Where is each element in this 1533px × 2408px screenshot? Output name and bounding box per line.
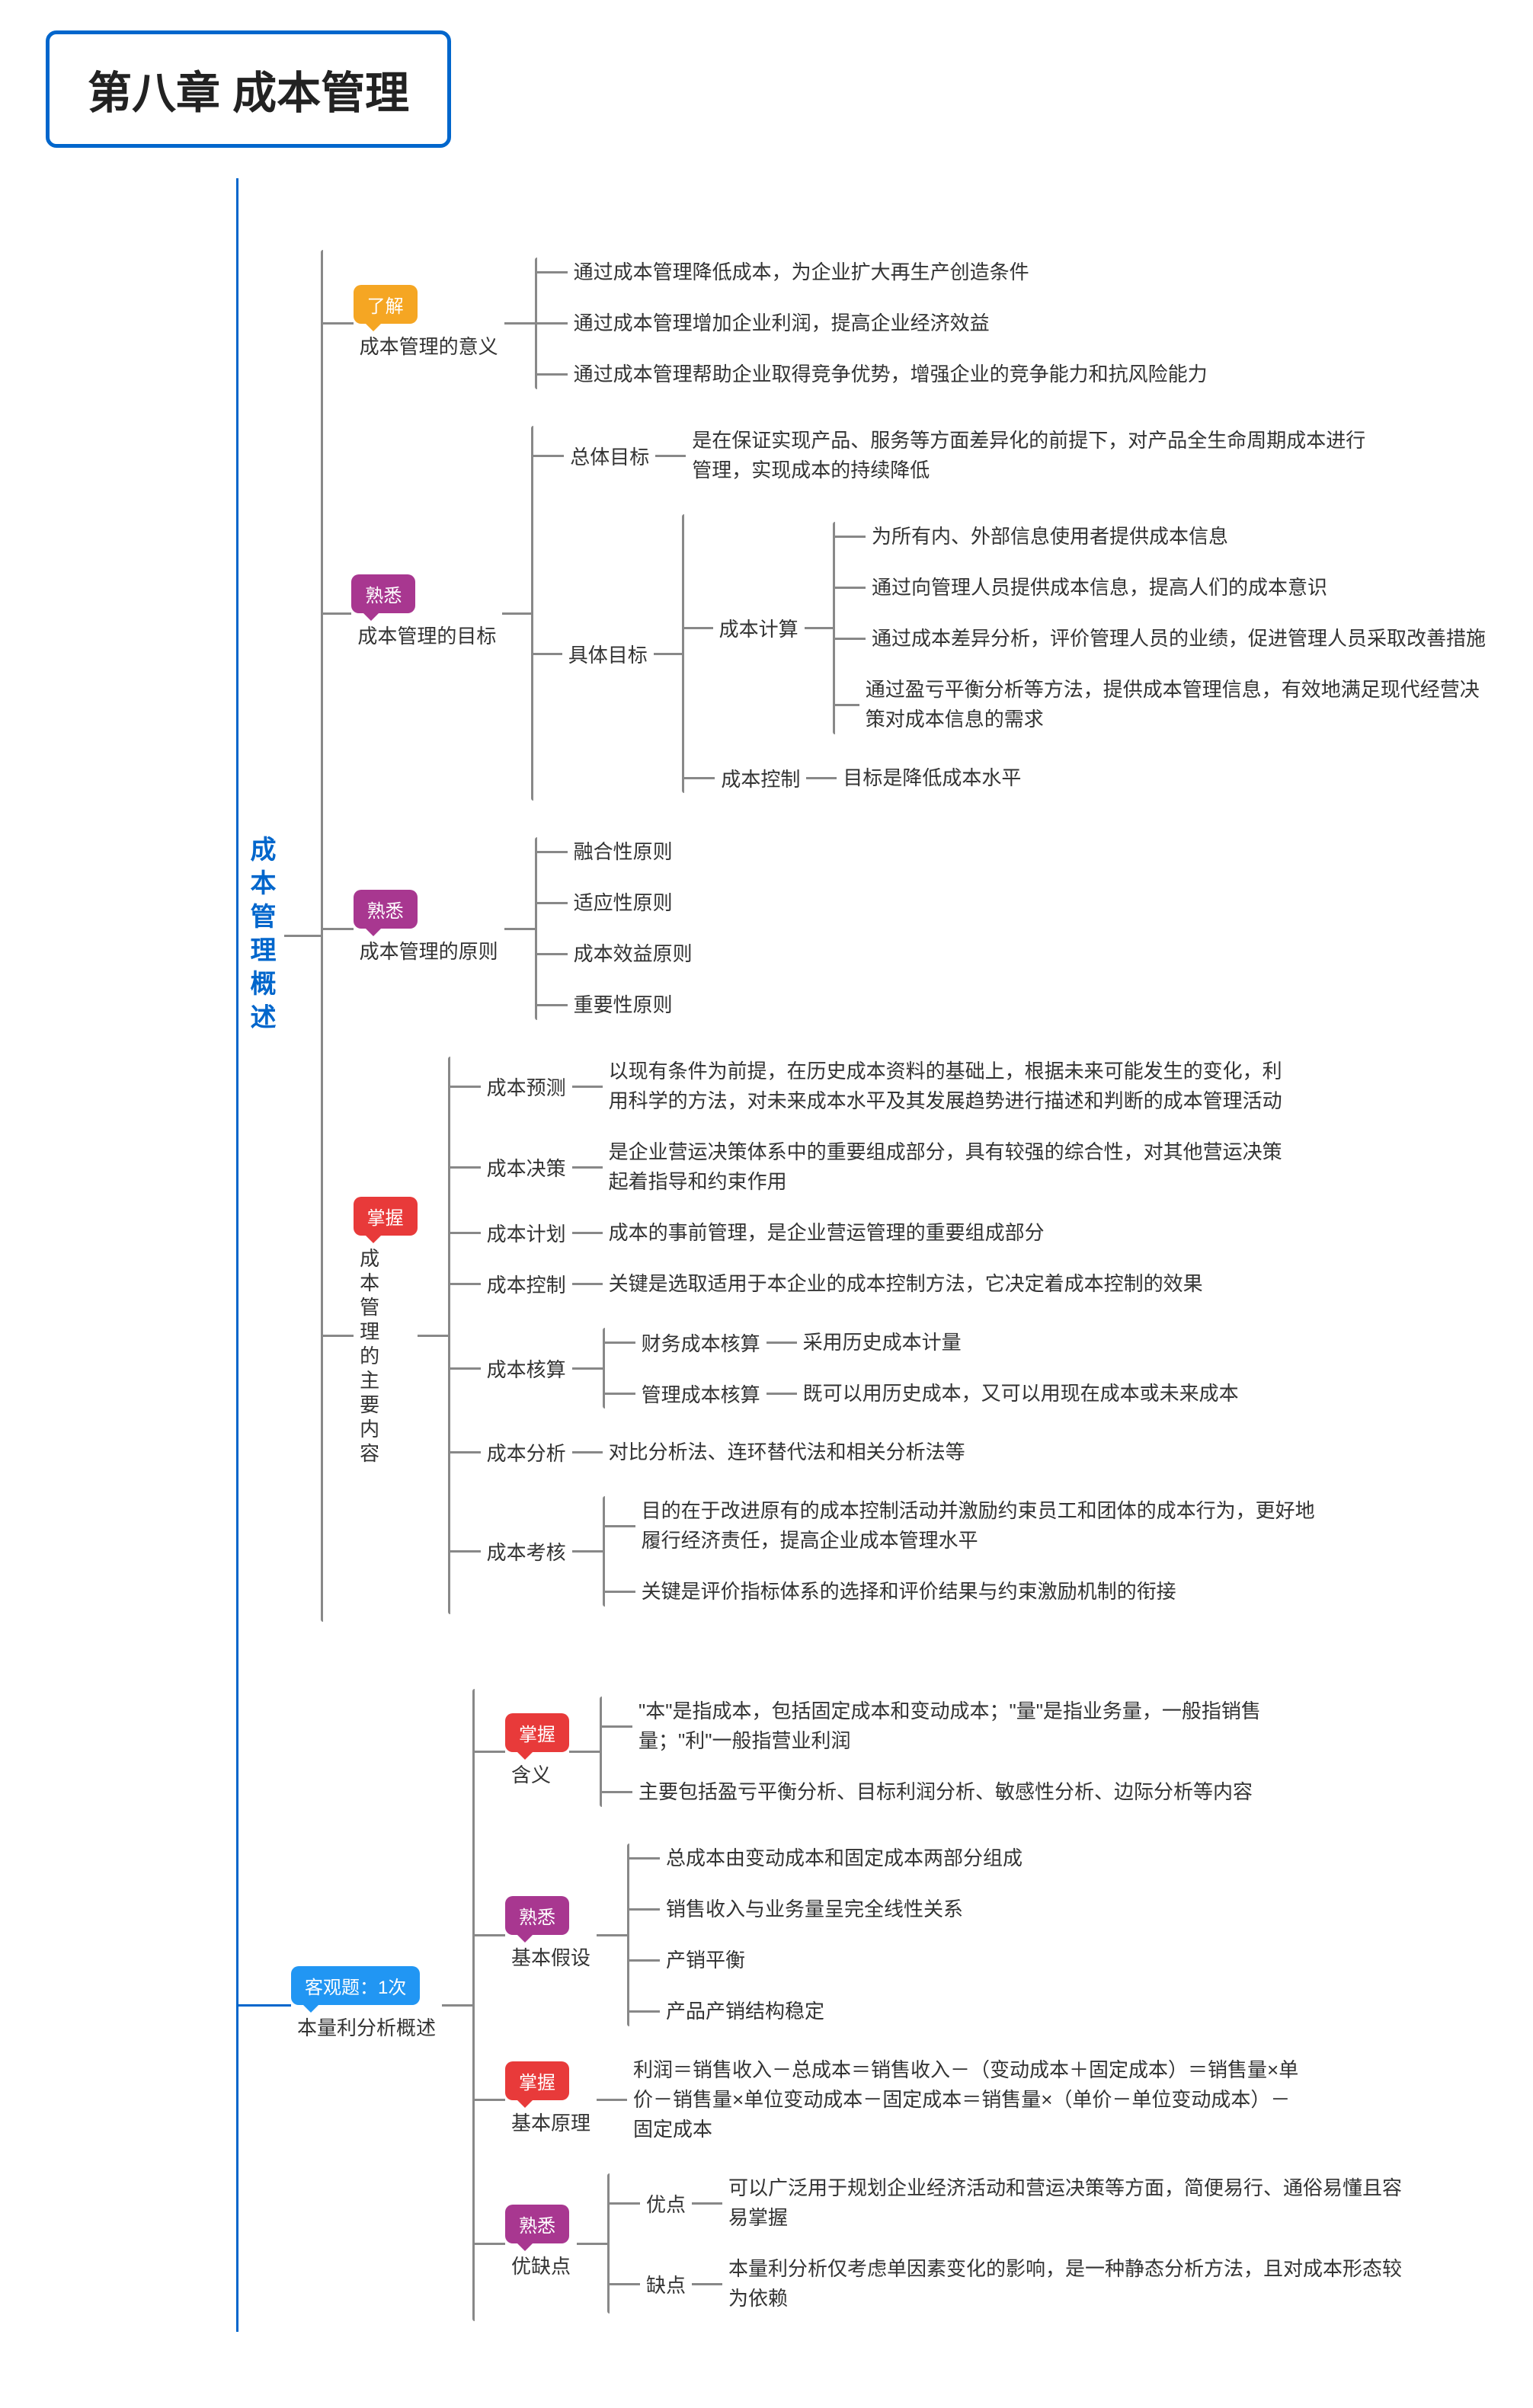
chapter-title: 第八章 成本管理 [46,30,451,148]
tag-master: 掌握 [505,1713,569,1752]
node-meaning: 了解 成本管理的意义 通过成本管理降低成本，为企业扩大再生产创造条件 通过成本管… [323,247,1503,400]
root-stem: 成本管理概述 了解 成本管理的意义 通过成本管理降低成本，为企业扩大再生产创造条… [236,178,1503,2332]
node-theory: 掌握 基本原理 利润＝销售收入－总成本＝销售收入－（变动成本＋固定成本）＝销售量… [475,2052,1408,2147]
leaf: 对比分析法、连环替代法和相关分析法等 [603,1434,971,1470]
leaf: 通过盈亏平衡分析等方法，提供成本管理信息，有效地满足现代经营决策对成本信息的需求 [859,672,1503,737]
leaf: 利润＝销售收入－总成本＝销售收入－（变动成本＋固定成本）＝销售量×单价－销售量×… [627,2052,1313,2147]
leaf: 采用历史成本计量 [797,1325,968,1361]
leaf: 以现有条件为前提，在历史成本资料的基础上，根据未来可能发生的变化，利用科学的方法… [603,1054,1288,1119]
leaf: 通过成本管理降低成本，为企业扩大再生产创造条件 [568,254,1035,290]
leaf: 产品产销结构稳定 [660,1994,831,2029]
leaf: 可以广泛用于规划企业经济活动和营运决策等方面，简便易行、通俗易懂且容易掌握 [722,2170,1408,2236]
leaf: 目的在于改进原有的成本控制活动并激励约束员工和团体的成本行为，更好地履行经济责任… [635,1493,1321,1559]
section-cvp: 客观题：1次 本量利分析概述 掌握 含义 "本"是指成本，包括固定成本和变动成本… [238,1678,1503,2332]
leaf: 是企业营运决策体系中的重要组成部分，具有较强的综合性，对其他营运决策起着指导和约… [603,1134,1288,1200]
leaf: "本"是指成本，包括固定成本和变动成本；"量"是指业务量，一般指销售量；"利"一… [632,1693,1318,1759]
leaf: 既可以用历史成本，又可以用现在成本或未来成本 [797,1376,1245,1412]
leaf: 适应性原则 [568,885,679,921]
leaf: 通过成本差异分析，评价管理人员的业绩，促进管理人员采取改善措施 [866,621,1492,657]
leaf: 销售收入与业务量呈完全线性关系 [660,1892,969,1927]
section-overview: 成本管理概述 了解 成本管理的意义 通过成本管理降低成本，为企业扩大再生产创造条… [238,239,1503,1633]
tag-understand: 了解 [354,285,418,324]
leaf: 是在保证实现产品、服务等方面差异化的前提下，对产品全生命周期成本进行管理，实现成… [686,423,1371,488]
node-definition: 掌握 含义 "本"是指成本，包括固定成本和变动成本；"量"是指业务量，一般指销售… [475,1686,1408,1818]
leaf: 成本效益原则 [568,936,699,972]
leaf: 总成本由变动成本和固定成本两部分组成 [660,1840,1029,1876]
leaf: 关键是评价指标体系的选择和评价结果与约束激励机制的衔接 [635,1574,1183,1610]
node-proscons: 熟悉 优缺点 优点可以广泛用于规划企业经济活动和营运决策等方面，简便易行、通俗易… [475,2163,1408,2324]
tag-frequency: 客观题：1次 [291,1966,420,2005]
tag-familiar: 熟悉 [505,1896,569,1935]
leaf: 关键是选取适用于本企业的成本控制方法，它决定着成本控制的效果 [603,1266,1209,1302]
leaf: 产销平衡 [660,1943,751,1978]
leaf: 通过向管理人员提供成本信息，提高人们的成本意识 [866,570,1333,606]
node-assumption: 熟悉 基本假设 总成本由变动成本和固定成本两部分组成 销售收入与业务量呈完全线性… [475,1833,1408,2037]
node-content: 掌握 成本管理的主要内容 成本预测以现有条件为前提，在历史成本资料的基础上，根据… [323,1046,1503,1625]
leaf: 主要包括盈亏平衡分析、目标利润分析、敏感性分析、边际分析等内容 [632,1774,1259,1810]
node-principle: 熟悉 成本管理的原则 融合性原则 适应性原则 成本效益原则 重要性原则 [323,827,1503,1031]
tag-master: 掌握 [354,1197,418,1236]
tag-master: 掌握 [505,2061,569,2100]
leaf: 通过成本管理增加企业利润，提高企业经济效益 [568,305,996,341]
leaf: 融合性原则 [568,834,679,870]
leaf: 重要性原则 [568,987,679,1023]
leaf: 通过成本管理帮助企业取得竞争优势，增强企业的竞争能力和抗风险能力 [568,357,1214,392]
tag-familiar: 熟悉 [354,890,418,929]
tag-familiar: 熟悉 [505,2205,569,2243]
section1-label: 成本管理概述 [238,820,284,1052]
leaf: 目标是降低成本水平 [837,760,1027,796]
tag-familiar: 熟悉 [351,574,415,613]
leaf: 为所有内、外部信息使用者提供成本信息 [866,519,1234,555]
leaf: 本量利分析仅考虑单因素变化的影响，是一种静态分析方法，且对成本形态较为依赖 [722,2251,1408,2317]
leaf: 成本的事前管理，是企业营运管理的重要组成部分 [603,1215,1051,1251]
node-goal: 熟悉 成本管理的目标 总体目标 是在保证实现产品、服务等方面差异化的前提下，对产… [323,415,1503,811]
